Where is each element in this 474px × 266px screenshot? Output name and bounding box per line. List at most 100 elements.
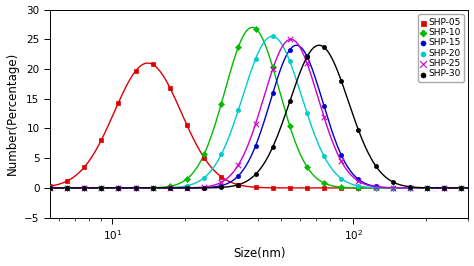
SHP-20 (98, 186, 105, 190)
SHP-10 (149, 186, 156, 190)
SHP-10 (423, 186, 431, 190)
SHP-25 (201, 185, 208, 189)
SHP-10 (166, 184, 173, 188)
SHP-30 (303, 55, 311, 59)
SHP-20 (355, 184, 362, 188)
SHP-25 (115, 186, 122, 190)
SHP-15 (372, 184, 379, 189)
X-axis label: Size(nm): Size(nm) (233, 247, 285, 260)
SHP-20 (46, 186, 54, 190)
SHP-05 (63, 179, 71, 183)
SHP-20 (81, 186, 88, 190)
SHP-10 (440, 186, 448, 190)
SHP-10 (389, 186, 396, 190)
SHP-20 (63, 186, 71, 190)
SHP-30 (406, 185, 414, 189)
SHP-20 (303, 111, 311, 115)
SHP-30 (63, 186, 71, 190)
SHP-30 (46, 186, 54, 190)
SHP-10 (337, 185, 345, 189)
SHP-15 (320, 104, 328, 109)
SHP-05 (166, 86, 173, 90)
SHP-25 (269, 67, 276, 71)
SHP-25 (46, 186, 54, 190)
SHP-05 (372, 186, 379, 190)
SHP-05 (98, 138, 105, 142)
SHP-25 (81, 186, 88, 190)
SHP-10 (81, 186, 88, 190)
SHP-30 (355, 128, 362, 132)
SHP-15 (46, 186, 54, 190)
Legend: SHP-05, SHP-10, SHP-15, SHP-20, SHP-25, SHP-30: SHP-05, SHP-10, SHP-15, SHP-20, SHP-25, … (418, 14, 464, 82)
SHP-30 (252, 172, 259, 176)
SHP-10 (46, 186, 54, 190)
SHP-25 (63, 186, 71, 190)
SHP-15 (406, 186, 414, 190)
SHP-25 (303, 61, 311, 65)
SHP-15 (149, 186, 156, 190)
SHP-10 (269, 65, 276, 69)
SHP-15 (303, 54, 311, 59)
SHP-05 (132, 69, 139, 73)
SHP-25 (355, 179, 362, 183)
SHP-25 (406, 186, 414, 190)
SHP-30 (235, 182, 242, 187)
SHP-10 (218, 102, 225, 106)
SHP-15 (63, 186, 71, 190)
SHP-30 (440, 186, 448, 190)
SHP-20 (149, 186, 156, 190)
SHP-20 (252, 57, 259, 61)
SHP-15 (132, 186, 139, 190)
SHP-05 (252, 185, 259, 189)
SHP-05 (81, 165, 88, 169)
SHP-05 (218, 175, 225, 179)
SHP-30 (320, 45, 328, 49)
SHP-30 (98, 186, 105, 190)
SHP-10 (98, 186, 105, 190)
SHP-20 (372, 185, 379, 190)
SHP-05 (337, 186, 345, 190)
SHP-30 (132, 186, 139, 190)
SHP-30 (389, 180, 396, 184)
SHP-15 (218, 184, 225, 188)
SHP-25 (372, 185, 379, 189)
SHP-10 (355, 186, 362, 190)
SHP-20 (218, 152, 225, 156)
SHP-10 (303, 165, 311, 169)
SHP-10 (406, 186, 414, 190)
SHP-05 (320, 186, 328, 190)
SHP-20 (235, 108, 242, 112)
SHP-15 (235, 174, 242, 178)
SHP-15 (286, 48, 293, 52)
SHP-15 (457, 186, 465, 190)
SHP-10 (63, 186, 71, 190)
SHP-05 (149, 62, 156, 66)
SHP-20 (115, 186, 122, 190)
SHP-10 (115, 186, 122, 190)
SHP-05 (457, 186, 465, 190)
SHP-15 (115, 186, 122, 190)
SHP-10 (252, 27, 259, 31)
SHP-20 (201, 176, 208, 180)
SHP-15 (183, 186, 191, 190)
SHP-30 (201, 186, 208, 190)
SHP-30 (166, 186, 173, 190)
SHP-05 (355, 186, 362, 190)
SHP-20 (183, 184, 191, 188)
SHP-30 (423, 186, 431, 190)
SHP-10 (132, 186, 139, 190)
SHP-05 (440, 186, 448, 190)
SHP-20 (337, 176, 345, 181)
SHP-15 (355, 177, 362, 181)
SHP-25 (183, 186, 191, 190)
SHP-10 (286, 124, 293, 128)
SHP-25 (423, 186, 431, 190)
SHP-05 (201, 156, 208, 160)
SHP-15 (423, 186, 431, 190)
SHP-05 (423, 186, 431, 190)
SHP-05 (235, 183, 242, 187)
SHP-15 (389, 186, 396, 190)
SHP-30 (286, 99, 293, 103)
SHP-10 (457, 186, 465, 190)
SHP-15 (269, 91, 276, 95)
